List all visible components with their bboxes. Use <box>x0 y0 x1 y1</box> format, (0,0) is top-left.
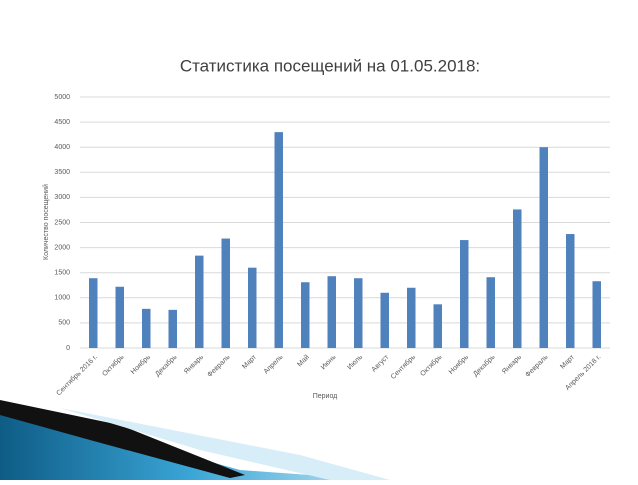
bar <box>89 278 98 348</box>
x-tick-label: Январь <box>183 354 205 376</box>
y-tick-label: 3500 <box>54 169 70 176</box>
x-tick-label: Декабрь <box>154 353 179 378</box>
y-tick-label: 0 <box>66 345 70 352</box>
x-tick-label: Июнь <box>320 354 338 372</box>
y-tick-label: 4000 <box>54 144 70 151</box>
y-tick-label: 5000 <box>54 94 70 101</box>
y-tick-label: 2000 <box>54 244 70 251</box>
x-tick-label: Июль <box>346 354 364 372</box>
y-tick-label: 2500 <box>54 219 70 226</box>
x-axis-label: Период <box>313 393 338 400</box>
y-tick-label: 500 <box>58 320 70 327</box>
x-tick-label: Сентябрь <box>389 353 417 381</box>
chart-title: Статистика посещений на 01.05.2018: <box>180 56 480 75</box>
bar <box>354 278 363 348</box>
bar <box>407 287 416 348</box>
x-tick-label: Январь <box>501 354 523 376</box>
bar <box>301 282 310 348</box>
bar <box>248 267 257 348</box>
x-tick-label: Август <box>371 353 391 373</box>
x-tick-label: Март <box>559 353 576 370</box>
decor-swoosh <box>0 405 380 480</box>
x-tick-label: Май <box>296 353 311 368</box>
bar <box>274 132 283 348</box>
bar <box>142 308 151 348</box>
x-tick-label: Сентябрь 2016 г. <box>55 353 99 397</box>
bar <box>195 255 204 348</box>
y-tick-label: 1000 <box>54 295 70 302</box>
x-tick-label: Ноябрь <box>129 353 152 376</box>
bar <box>486 277 495 348</box>
bar <box>221 238 230 348</box>
decor-stripe <box>0 400 245 478</box>
y-axis-label: Количество посещений <box>42 184 50 260</box>
x-tick-label: Октябрь <box>419 353 444 378</box>
bar <box>592 281 601 348</box>
x-tick-label: Ноябрь <box>447 353 470 376</box>
x-tick-label: Октябрь <box>101 353 126 378</box>
x-tick-label: Апрель <box>263 354 285 376</box>
bar <box>566 234 575 348</box>
x-tick-label: Март <box>241 353 258 370</box>
bar <box>539 147 548 348</box>
y-tick-label: 1500 <box>54 270 70 277</box>
decor-light <box>60 408 390 480</box>
y-tick-label: 3000 <box>54 194 70 201</box>
x-tick-label: Декабрь <box>472 353 497 378</box>
x-tick-label: Февраль <box>524 354 549 379</box>
bar <box>327 276 336 348</box>
bar <box>433 304 442 348</box>
bar <box>460 240 469 348</box>
bar <box>380 292 389 348</box>
bar <box>115 286 124 348</box>
x-tick-label: Февраль <box>206 354 231 379</box>
bar <box>168 309 177 348</box>
bar <box>513 209 522 348</box>
y-tick-label: 4500 <box>54 119 70 126</box>
